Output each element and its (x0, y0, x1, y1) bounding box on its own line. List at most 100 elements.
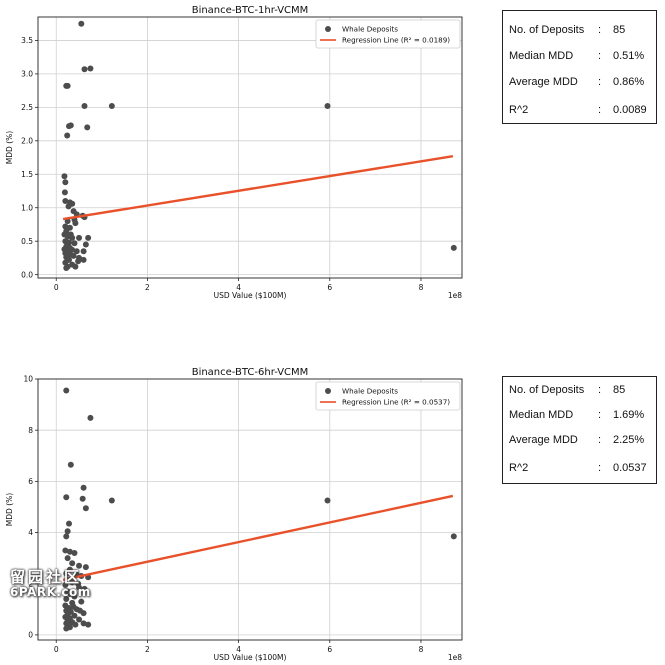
data-point (63, 264, 70, 271)
data-point (69, 246, 76, 253)
data-point (87, 414, 94, 421)
stat-colon: : (598, 76, 602, 88)
data-point (62, 198, 69, 205)
chart-title: Binance-BTC-6hr-VCMM (192, 367, 309, 378)
data-point (65, 203, 72, 210)
data-point (76, 562, 83, 569)
data-point (108, 103, 115, 110)
legend-label: Regression Line (R² = 0.0537) (342, 398, 450, 407)
stats-box-1hr: No. of Deposits : 85 Median MDD : 0.51% … (502, 10, 657, 124)
x-offset-label: 1e8 (448, 653, 462, 662)
watermark-line1: 留园社区 (10, 568, 83, 586)
y-tick-label: 0 (28, 630, 33, 639)
data-point (78, 20, 85, 27)
stat-value: 0.0089 (613, 104, 647, 116)
data-point (61, 189, 68, 196)
data-point (72, 263, 79, 270)
data-point (69, 579, 76, 586)
data-point (82, 505, 89, 512)
data-point (75, 580, 82, 587)
stat-value: 85 (613, 24, 626, 36)
stat-row-median-mdd: Median MDD : 0.51% (509, 50, 650, 68)
legend-marker (325, 26, 331, 32)
x-offset-label: 1e8 (448, 291, 462, 300)
data-point (87, 65, 94, 72)
data-point (78, 598, 85, 605)
data-point (71, 593, 78, 600)
legend-label: Regression Line (R² = 0.0189) (342, 36, 450, 45)
data-point (69, 560, 76, 567)
data-point (85, 621, 92, 628)
x-tick-label: 4 (236, 645, 241, 654)
stat-label: R^2 (509, 104, 529, 116)
data-point (80, 256, 87, 263)
data-point (67, 461, 74, 468)
data-point (66, 590, 73, 597)
legend-marker (325, 388, 331, 394)
data-point (61, 173, 68, 180)
data-point (64, 82, 71, 89)
x-tick-label: 8 (419, 645, 424, 654)
legend-box (315, 19, 461, 49)
stat-colon: : (598, 409, 602, 421)
data-point (85, 234, 92, 241)
data-point (72, 220, 79, 227)
y-tick-label: 2 (28, 579, 33, 588)
data-point (63, 387, 70, 394)
x-tick-label: 6 (327, 283, 332, 292)
stat-row-deposits: No. of Deposits : 85 (509, 24, 650, 42)
stat-label: Average MDD (509, 434, 578, 446)
plot-frame (37, 16, 463, 279)
plot-frame (37, 378, 463, 641)
data-point (67, 122, 74, 129)
data-point (63, 625, 70, 632)
x-tick-label: 0 (54, 645, 59, 654)
legend-label: Whale Deposits (342, 25, 398, 34)
data-point (70, 252, 77, 259)
stat-row-r-squared: R^2 : 0.0537 (509, 462, 650, 480)
watermark-line2: 6PARK.com (10, 585, 91, 599)
x-tick-label: 8 (419, 283, 424, 292)
stat-colon: : (598, 434, 602, 446)
stat-colon: : (598, 24, 602, 36)
data-point (81, 66, 88, 73)
data-point (62, 547, 69, 554)
data-point (70, 603, 77, 610)
y-tick-label: 2.0 (21, 136, 33, 145)
stat-row-deposits: No. of Deposits : 85 (509, 384, 650, 402)
x-axis-label: USD Value ($100M) (214, 291, 287, 300)
stat-value: 2.25% (613, 434, 645, 446)
data-point (64, 555, 71, 562)
data-point (82, 241, 89, 248)
data-point (324, 103, 331, 110)
data-point (63, 570, 70, 577)
data-point (73, 248, 80, 255)
chart-binance-1hr: Binance-BTC-1hr-VCMM 0 2 4 6 8 0.0 0.5 1.0 1.5 2.0… (5, 5, 463, 300)
legend-label: Whale Deposits (342, 387, 398, 396)
x-tick-label: 0 (54, 283, 59, 292)
data-point (67, 231, 74, 238)
stat-row-average-mdd: Average MDD : 2.25% (509, 434, 650, 452)
y-tick-label: 8 (28, 426, 33, 435)
stat-colon: : (598, 462, 602, 474)
stat-colon: : (598, 50, 602, 62)
y-tick-label: 10 (23, 375, 33, 384)
data-point (66, 520, 73, 527)
y-tick-label: 3.5 (21, 36, 33, 45)
stat-value: 0.51% (613, 50, 645, 62)
chart-binance-6hr: Binance-BTC-6hr-VCMM 0 2 4 6 8 0 2 4 6 8 10 USD Valu… (5, 367, 463, 662)
y-tick-label: 1.0 (21, 203, 33, 212)
y-axis-label: MDD (%) (5, 493, 14, 526)
data-point (80, 620, 87, 627)
data-point (62, 223, 69, 230)
data-point (76, 607, 83, 614)
stat-colon: : (598, 384, 602, 396)
data-point (64, 528, 71, 535)
stat-row-median-mdd: Median MDD : 1.69% (509, 409, 650, 427)
chart-title: Binance-BTC-1hr-VCMM (192, 5, 309, 16)
data-point (63, 596, 70, 603)
stat-label: Average MDD (509, 76, 578, 88)
data-point (66, 566, 73, 573)
data-point (71, 612, 78, 619)
data-point (71, 550, 78, 556)
